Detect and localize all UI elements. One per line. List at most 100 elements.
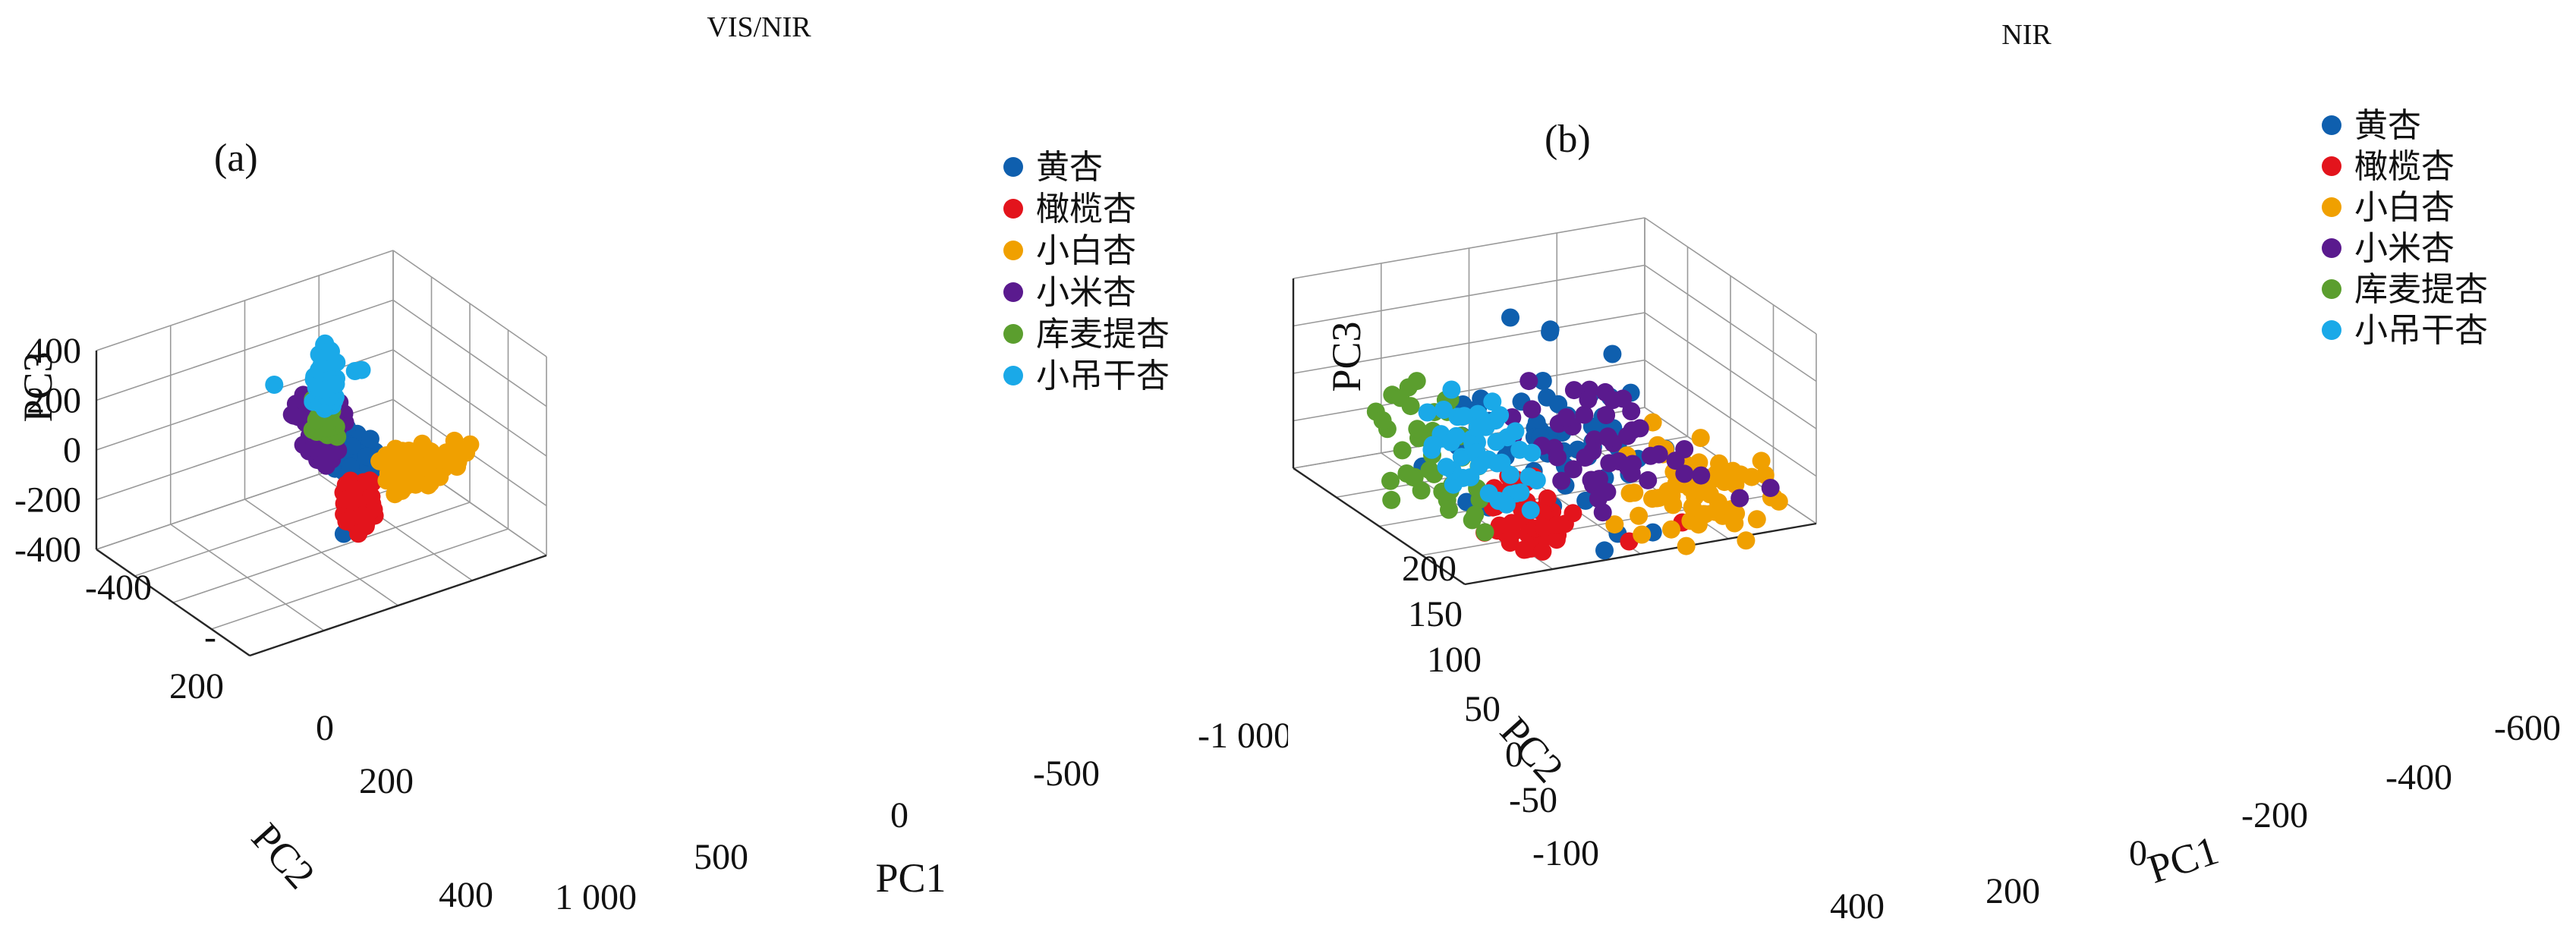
series-3 [370, 431, 480, 504]
data-point [430, 467, 449, 486]
data-point [1649, 445, 1668, 464]
data-point [316, 380, 335, 399]
legend-marker [2322, 156, 2341, 176]
data-point [1533, 542, 1552, 561]
legend-marker [1003, 199, 1023, 219]
data-point [377, 446, 395, 465]
data-point [1579, 390, 1598, 409]
data-point [1521, 501, 1540, 520]
y-tick-label: 0 [1505, 735, 1523, 775]
data-point [461, 435, 480, 454]
data-point [1769, 492, 1788, 511]
data-point [1662, 520, 1680, 539]
data-point [1639, 470, 1658, 489]
data-point [1483, 392, 1502, 411]
wall-grid-line [1293, 359, 1645, 422]
y-tick-label: 150 [1408, 594, 1463, 634]
legend-label: 库麦提杏 [1036, 315, 1170, 354]
legend-label: 橄榄杏 [2354, 147, 2455, 186]
legend-label: 小米杏 [1036, 273, 1136, 312]
z-tick-label: 0 [63, 430, 81, 470]
x-tick-label: 0 [2129, 833, 2147, 873]
data-point [1691, 429, 1710, 448]
data-point [1497, 495, 1516, 514]
y-tick-label: 100 [1427, 640, 1482, 680]
axis-labels: PC1 PC2 PC3 [15, 351, 946, 901]
data-point [1730, 489, 1749, 508]
data-point [349, 524, 368, 543]
data-point [1549, 395, 1568, 414]
x-tick-label: -400 [2385, 757, 2452, 798]
data-point [1466, 505, 1485, 524]
data-point [1564, 460, 1582, 479]
data-point [1595, 541, 1614, 560]
z-axis-label: PC3 [1324, 321, 1369, 392]
series-6 [265, 334, 371, 418]
data-point [433, 448, 452, 467]
wall-grid-line [1293, 312, 1645, 374]
scatter3d-chart-b: 40200-20-40-600-400-20002004002001501005… [1292, 19, 2561, 925]
data-point [1541, 320, 1560, 339]
legend-label: 小米杏 [2354, 229, 2455, 268]
legend-label: 小白杏 [2354, 188, 2455, 227]
legend-label: 小吊干杏 [2354, 311, 2488, 350]
data-point [1491, 406, 1510, 425]
x-tick-label: 200 [1986, 871, 2040, 911]
data-point [1597, 406, 1616, 424]
data-point [362, 487, 381, 506]
wall-grid-line [1293, 264, 1645, 327]
data-point [1498, 428, 1516, 447]
data-point [1373, 411, 1392, 429]
wall-grid-line [392, 299, 547, 407]
y-axis-label: PC2 [243, 814, 324, 897]
x-tick-label: -500 [1033, 754, 1100, 794]
wall-grid-line [1644, 312, 1817, 429]
legend-label: 黄杏 [1036, 148, 1103, 187]
data-point [1447, 426, 1466, 445]
panel-b: 40200-20-40-600-400-20002004002001501005… [1288, 0, 2576, 925]
y-tick-label: 0 [316, 708, 334, 748]
legend-marker [2322, 197, 2341, 217]
data-point [1761, 479, 1780, 497]
data-point [1664, 496, 1683, 514]
wall-grid-line [392, 250, 547, 357]
data-point [1737, 531, 1756, 550]
data-point [1434, 401, 1453, 419]
chart-title: NIR [2001, 19, 2052, 51]
data-point [1404, 468, 1423, 487]
data-point [1547, 530, 1566, 549]
data-point [1502, 514, 1521, 533]
data-point [1683, 497, 1702, 516]
data-point [265, 376, 284, 394]
data-point [327, 353, 346, 372]
z-tick-label: -400 [14, 530, 81, 570]
data-point [1523, 400, 1542, 419]
data-point [413, 434, 432, 453]
y-axis-line [96, 549, 250, 656]
data-point [1475, 523, 1494, 542]
legend-marker [2322, 238, 2341, 258]
data-point [1675, 464, 1694, 483]
y-tick-label: 400 [439, 875, 493, 915]
data-point [1599, 429, 1618, 448]
z-tick-label: 200 [27, 381, 81, 421]
z-tick-label: -200 [14, 480, 81, 521]
axes [95, 351, 547, 657]
legend-marker [1003, 366, 1023, 385]
data-points [1366, 308, 1788, 561]
data-point [1726, 475, 1745, 494]
data-point [1519, 372, 1538, 391]
x-axis-label: PC1 [2143, 827, 2224, 892]
data-point [1742, 467, 1761, 486]
data-point [1523, 443, 1542, 462]
data-point [1593, 503, 1612, 522]
data-point [1538, 489, 1557, 508]
panel-a: 400 200 0 -200 -400 -1 000 -500 0 500 1 000 -400-2… [14, 11, 1288, 917]
data-point [1511, 483, 1530, 502]
data-point [1391, 389, 1410, 407]
panel-label: (a) [214, 137, 258, 180]
x-axis-label: PC1 [875, 855, 946, 901]
